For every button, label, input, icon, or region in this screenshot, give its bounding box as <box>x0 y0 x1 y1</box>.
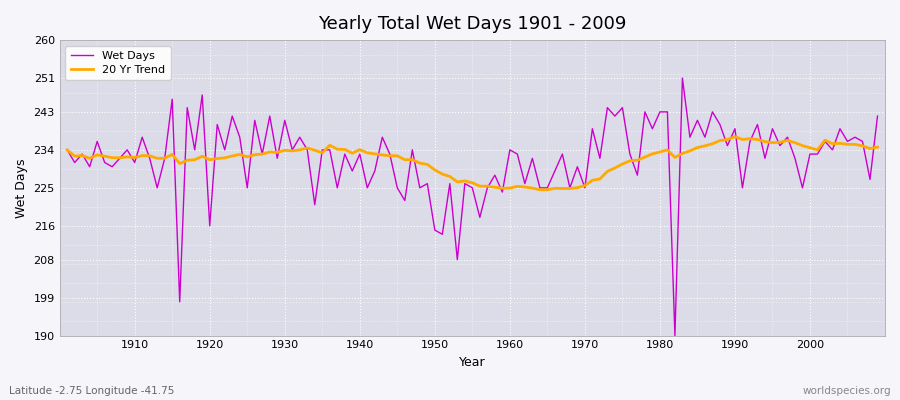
Line: 20 Yr Trend: 20 Yr Trend <box>68 136 878 190</box>
Text: worldspecies.org: worldspecies.org <box>803 386 891 396</box>
Wet Days <box>62 148 73 152</box>
20 Yr Trend <box>535 187 545 192</box>
Text: Latitude -2.75 Longitude -41.75: Latitude -2.75 Longitude -41.75 <box>9 386 175 396</box>
Wet Days <box>677 76 688 80</box>
Wet Days <box>504 148 515 152</box>
20 Yr Trend <box>332 147 343 152</box>
20 Yr Trend <box>730 134 741 139</box>
Line: Wet Days: Wet Days <box>68 78 878 336</box>
Legend: Wet Days, 20 Yr Trend: Wet Days, 20 Yr Trend <box>65 46 171 80</box>
20 Yr Trend <box>872 145 883 150</box>
Wet Days <box>122 148 132 152</box>
20 Yr Trend <box>497 186 508 191</box>
Wet Days <box>287 148 298 152</box>
Wet Days <box>872 114 883 118</box>
Wet Days <box>670 333 680 338</box>
20 Yr Trend <box>287 148 298 153</box>
Title: Yearly Total Wet Days 1901 - 2009: Yearly Total Wet Days 1901 - 2009 <box>318 15 626 33</box>
Y-axis label: Wet Days: Wet Days <box>15 158 28 218</box>
20 Yr Trend <box>504 186 515 190</box>
X-axis label: Year: Year <box>459 356 486 369</box>
20 Yr Trend <box>122 154 132 159</box>
Wet Days <box>332 186 343 190</box>
20 Yr Trend <box>602 169 613 174</box>
Wet Days <box>595 156 606 161</box>
Wet Days <box>497 190 508 194</box>
20 Yr Trend <box>62 148 73 152</box>
